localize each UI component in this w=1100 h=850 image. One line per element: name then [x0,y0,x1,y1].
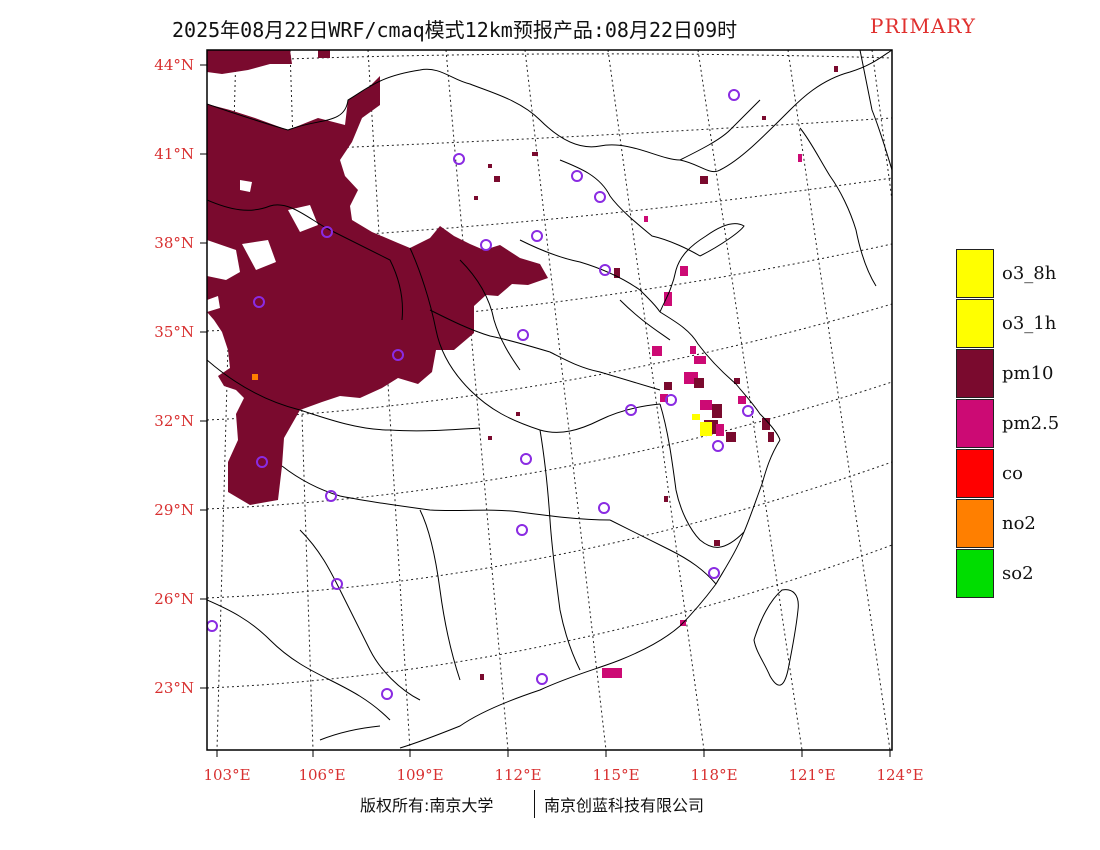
legend-item-pm10: pm10 [956,349,1096,399]
legend-swatch [956,499,994,548]
lat-label-41n: 41°N [154,145,194,163]
lat-label-32n: 32°N [154,412,194,430]
legend-swatch [956,349,994,398]
lon-label-106e: 106°E [298,766,346,784]
latitude-gridlines [207,53,892,689]
pm10-region [207,50,548,505]
legend-swatch [956,449,994,498]
south-coast-bottom [319,725,381,741]
lon-label-115e: 115°E [592,766,640,784]
copyright-footer: 版权所有:南京大学 南京创蓝科技有限公司 [360,790,780,818]
legend-label: o3_1h [1002,313,1057,334]
lon-label-118e: 118°E [690,766,738,784]
legend-item-o3-8h: o3_8h [956,249,1096,299]
copyright-owner: 版权所有:南京大学 [360,796,494,815]
legend-label: pm2.5 [1002,413,1060,434]
boundary-lines [207,50,892,749]
legend-item-pm25: pm2.5 [956,399,1096,449]
lon-label-109e: 109°E [396,766,444,784]
legend-swatch [956,549,994,598]
lon-label-121e: 121°E [788,766,836,784]
lon-label-112e: 112°E [494,766,542,784]
lat-label-38n: 38°N [154,234,194,252]
pollutant-legend: o3_8h o3_1h pm10 pm2.5 co no2 so2 [956,249,1096,599]
footer-divider [534,790,535,818]
legend-label: pm10 [1002,363,1054,384]
lon-label-124e: 124°E [876,766,924,784]
legend-swatch [956,299,994,348]
pollution-patches [474,66,838,680]
tick-marks [200,64,891,757]
pm10-gaps [207,180,318,312]
taiwan-outline [753,589,799,686]
legend-item-o3-1h: o3_1h [956,299,1096,349]
legend-swatch [956,249,994,298]
legend-swatch [956,399,994,448]
lat-label-35n: 35°N [154,323,194,341]
primary-tag: PRIMARY [870,14,976,38]
legend-label: co [1002,463,1023,484]
station-markers [207,89,754,700]
lat-label-44n: 44°N [154,56,194,74]
map-frame [206,49,893,751]
lat-label-29n: 29°N [154,501,194,519]
legend-item-co: co [956,449,1096,499]
lat-label-23n: 23°N [154,679,194,697]
legend-label: o3_8h [1002,263,1057,284]
legend-item-no2: no2 [956,499,1096,549]
ozone-patch [252,374,712,436]
legend-label: so2 [1002,563,1034,584]
page-title: 2025年08月22日WRF/cmaq模式12km预报产品:08月22日09时 [172,18,738,42]
lon-label-103e: 103°E [203,766,251,784]
legend-label: no2 [1002,513,1036,534]
title-bar: 2025年08月22日WRF/cmaq模式12km预报产品:08月22日09时 … [0,12,1100,42]
legend-item-so2: so2 [956,549,1096,599]
lat-label-26n: 26°N [154,590,194,608]
copyright-company: 南京创蓝科技有限公司 [544,796,705,815]
